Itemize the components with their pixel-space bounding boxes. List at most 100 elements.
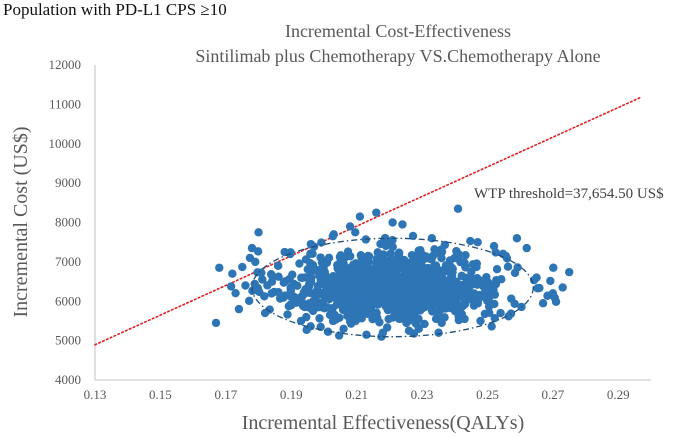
scatter-point xyxy=(473,237,482,247)
scatter-point xyxy=(565,267,574,277)
scatter-point xyxy=(226,282,236,291)
scatter-point xyxy=(279,278,288,287)
scatter-point xyxy=(295,259,304,268)
scatter-point xyxy=(340,262,350,272)
scatter-point xyxy=(318,303,327,312)
scatter-point xyxy=(274,272,283,281)
scatter-point xyxy=(433,296,443,306)
scatter-point xyxy=(485,308,494,317)
scatter-point xyxy=(299,288,309,297)
scatter-point xyxy=(348,276,358,285)
scatter-point xyxy=(338,277,348,286)
scatter-point xyxy=(263,281,272,290)
scatter-point xyxy=(375,318,384,327)
scatter-point xyxy=(406,285,415,294)
scatter-point xyxy=(215,263,224,272)
y-tick-label: 10000 xyxy=(49,136,82,151)
scatter-point xyxy=(308,249,317,258)
scatter-point xyxy=(305,288,315,298)
scatter-point xyxy=(396,260,405,269)
scatter-point xyxy=(474,294,483,304)
scatter-point xyxy=(558,283,567,292)
scatter-point xyxy=(313,266,323,275)
x-tick-labels: 0.13 0.15 0.17 0.19 0.21 0.23 0.25 0.27 0.29 xyxy=(84,387,630,402)
scatter-point xyxy=(398,305,407,315)
scatter-point xyxy=(356,251,366,260)
scatter-point xyxy=(453,204,463,213)
x-tick-label: 0.29 xyxy=(607,387,630,402)
wtp-threshold-group xyxy=(94,96,642,346)
scatter-point xyxy=(339,324,348,334)
scatter-point xyxy=(434,328,443,337)
scatter-point xyxy=(473,280,482,289)
scatter-point xyxy=(538,299,548,308)
scatter-point xyxy=(388,218,397,227)
scatter-point xyxy=(549,263,558,272)
scatter-point xyxy=(418,278,427,287)
scatter-point xyxy=(275,294,285,303)
chart-subtitle: Sintilimab plus Chemotherapy VS.Chemothe… xyxy=(195,46,600,66)
scatter-point xyxy=(422,264,431,273)
scatter-point xyxy=(548,289,558,298)
scatter-point xyxy=(315,314,324,323)
scatter-point xyxy=(254,228,263,237)
scatter-point xyxy=(287,300,296,310)
scatter-point xyxy=(384,314,393,324)
scatter-point xyxy=(465,288,475,297)
scatter-point xyxy=(461,251,470,260)
y-tick-label: 4000 xyxy=(55,372,81,387)
scatter-point xyxy=(344,285,353,295)
scatter-point xyxy=(414,324,423,334)
scatter-point xyxy=(375,280,385,289)
scatter-point xyxy=(258,275,267,284)
scatter-point xyxy=(345,222,355,231)
scatter-point xyxy=(434,309,443,318)
scatter-point xyxy=(329,230,338,239)
scatter-point xyxy=(351,228,360,237)
scatter-point xyxy=(228,269,237,278)
scatter-point xyxy=(332,300,342,309)
scatter-point xyxy=(416,245,425,255)
scatter-point xyxy=(454,249,463,259)
scatter-point xyxy=(482,281,491,290)
scatter-point xyxy=(407,250,417,260)
scatter-point xyxy=(394,291,404,300)
scatter-point xyxy=(288,270,297,279)
scatter-point xyxy=(423,285,432,294)
scatter-point xyxy=(286,286,296,295)
scatter-point xyxy=(440,277,449,286)
scatter-point xyxy=(419,271,428,281)
scatter-point xyxy=(353,264,363,273)
scatter-point xyxy=(512,234,522,243)
scatter-point xyxy=(296,316,306,326)
scatter-point xyxy=(366,268,376,278)
confidence-ellipse xyxy=(251,237,534,338)
scatter-point xyxy=(362,257,371,267)
scatter-point xyxy=(328,316,338,326)
scatter-point xyxy=(346,292,356,301)
scatter-point xyxy=(268,271,277,281)
scatter-point xyxy=(362,330,371,339)
scatter-point xyxy=(369,282,378,291)
scatter-point xyxy=(397,274,407,283)
scatter-point xyxy=(327,305,336,314)
scatter-point xyxy=(283,310,292,319)
scatter-point xyxy=(375,253,384,262)
scatter-point xyxy=(489,241,499,251)
scatter-point xyxy=(306,277,316,286)
scatter-point xyxy=(396,314,405,323)
scatter-point xyxy=(340,291,349,301)
scatter-point xyxy=(274,287,283,297)
scatter-point xyxy=(415,299,425,308)
scatter-point xyxy=(420,319,429,329)
scatter-point xyxy=(437,318,446,328)
y-tick-label: 6000 xyxy=(55,293,81,308)
chart-title: Incremental Cost-Effectiveness xyxy=(285,21,511,41)
scatter-point xyxy=(460,314,469,324)
scatter-point xyxy=(466,236,475,246)
scatter-point xyxy=(425,297,434,306)
scatter-point xyxy=(467,267,476,276)
x-tick-label: 0.15 xyxy=(149,387,172,402)
scatter-point xyxy=(430,245,439,254)
